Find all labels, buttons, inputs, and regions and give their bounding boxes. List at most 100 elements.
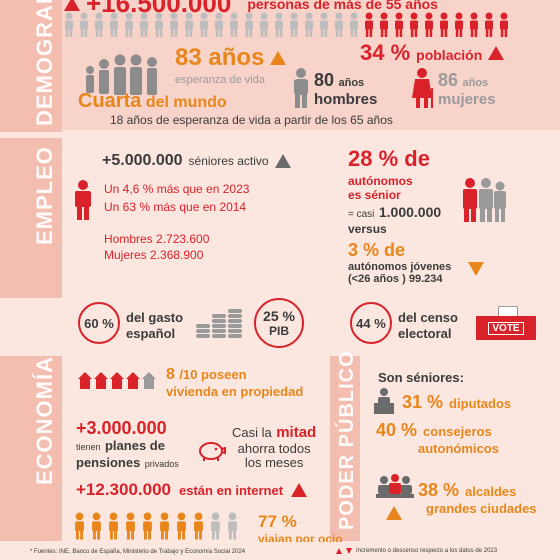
savings-line1-a: Casi la bbox=[232, 425, 272, 440]
seniors-count: +16.500.000 bbox=[86, 0, 232, 18]
pensions-count: +3.000.000 bbox=[76, 418, 167, 438]
person-pictogram-icon bbox=[365, 12, 373, 37]
savings-text: Casi la mitad ahorra todos los meses bbox=[232, 424, 316, 470]
women-years: 86 bbox=[438, 70, 459, 90]
footer-bar bbox=[0, 542, 560, 560]
spend-pct-circle: 60 % bbox=[78, 302, 120, 344]
footer-source: * Fuentes: INE, Banco de España, Ministe… bbox=[30, 549, 246, 555]
deputies-label: diputados bbox=[449, 396, 512, 411]
councils-line2: autonómicos bbox=[418, 441, 499, 456]
savings-line1-b: mitad bbox=[276, 424, 317, 441]
decrease-triangle-icon bbox=[468, 262, 484, 276]
person-pictogram-icon bbox=[455, 12, 463, 37]
population-stat: 34 % población bbox=[360, 40, 505, 66]
life-expectancy-footer: 18 años de esperanza de vida a partir de… bbox=[110, 113, 393, 127]
person-pictogram-icon bbox=[110, 12, 118, 37]
pensions-line1-big: planes de bbox=[104, 438, 165, 453]
increase-2014: Un 63 % más que en 2014 bbox=[104, 200, 247, 214]
women-stat: 86 años mujeres bbox=[438, 70, 496, 108]
person-pictogram-icon bbox=[215, 12, 223, 37]
person-pictogram-icon bbox=[320, 12, 328, 37]
gdp-pct: 25 % bbox=[263, 308, 295, 324]
house-icon bbox=[142, 372, 156, 389]
person-pictogram-icon bbox=[305, 12, 313, 37]
world-rank: Cuarta del mundo bbox=[78, 90, 227, 113]
coins-icon bbox=[196, 309, 242, 338]
person-pictogram-icon bbox=[245, 12, 253, 37]
person-pictogram-icon bbox=[410, 12, 418, 37]
pensions-line2-small: privados bbox=[144, 458, 179, 469]
person-pictogram-icon bbox=[211, 512, 220, 540]
travel-stat: 77 % viajan por ocio bbox=[258, 512, 343, 546]
deputies-stat: 31 % diputados bbox=[402, 392, 511, 413]
seniors-headline: +16.500.000 personas de más de 55 años bbox=[64, 0, 438, 19]
person-pictogram-icon bbox=[485, 12, 493, 37]
employment-side-strip bbox=[0, 138, 62, 298]
person-pictogram-icon bbox=[275, 12, 283, 37]
section-label-employment: EMPLEO bbox=[32, 146, 57, 245]
section-label-demography: DEMOGRAFÍA bbox=[32, 0, 57, 126]
person-pictogram-icon bbox=[177, 512, 186, 540]
men-unit: años bbox=[338, 77, 365, 89]
population-label: población bbox=[416, 47, 483, 63]
person-pictogram-icon bbox=[80, 12, 88, 37]
mayors-group-icon bbox=[376, 474, 414, 498]
footer-legend: Incremento o descenso respecto a los dat… bbox=[336, 548, 497, 554]
piggy-bank-icon bbox=[199, 442, 226, 461]
approx-value: 1.000.000 bbox=[378, 204, 442, 220]
houses-icon bbox=[78, 372, 156, 389]
person-pictogram-icon bbox=[335, 12, 343, 37]
public-power-intro: Son séniores: bbox=[378, 370, 464, 385]
women-unit: años bbox=[462, 77, 489, 89]
person-pictogram-icon bbox=[470, 12, 478, 37]
house-icon bbox=[110, 372, 124, 389]
person-pictogram-icon bbox=[425, 12, 433, 37]
women-employed: Mujeres 2.368.900 bbox=[104, 248, 204, 262]
woman-with-cane-icon bbox=[412, 68, 433, 108]
world-rank-value: Cuarta bbox=[78, 90, 142, 112]
person-pictogram-icon bbox=[440, 12, 448, 37]
travel-pct: 77 % bbox=[258, 512, 297, 531]
young-pct: 3 % de bbox=[348, 240, 406, 260]
public-power-side-strip bbox=[330, 356, 360, 541]
increase-triangle-icon bbox=[270, 51, 287, 65]
men-years: 80 bbox=[314, 70, 335, 90]
person-pictogram-icon bbox=[109, 512, 118, 540]
person-pictogram-icon bbox=[160, 512, 169, 540]
worker-icon bbox=[75, 180, 91, 220]
approx-label: = casi bbox=[348, 209, 375, 220]
person-pictogram-icon bbox=[200, 12, 208, 37]
self-employed-line2: es sénior bbox=[348, 188, 401, 202]
active-count: +5.000.000 bbox=[102, 152, 183, 169]
housing-label: vivienda en propiedad bbox=[166, 384, 304, 399]
life-expectancy-label: esperanza de vida bbox=[175, 74, 265, 86]
seniors-label: personas de más de 55 años bbox=[247, 0, 438, 12]
economy-side-strip bbox=[0, 356, 62, 541]
house-icon bbox=[78, 372, 92, 389]
councils-line1: consejeros bbox=[423, 424, 492, 439]
person-pictogram-icon bbox=[155, 12, 163, 37]
person-pictogram-icon bbox=[75, 512, 84, 540]
housing-ratio-suffix: /10 poseen bbox=[179, 367, 247, 382]
vote-label: VOTE bbox=[488, 321, 524, 335]
person-pictogram-icon bbox=[380, 12, 388, 37]
person-pictogram-icon bbox=[95, 12, 103, 37]
internet-count: +12.300.000 bbox=[76, 480, 172, 499]
business-people-icon bbox=[463, 178, 506, 222]
census-pct-circle: 44 % bbox=[350, 302, 392, 344]
travelers-icon bbox=[75, 512, 237, 540]
councils-pct: 40 % bbox=[376, 420, 418, 440]
person-pictogram-icon bbox=[500, 12, 508, 37]
people-row-icon bbox=[65, 12, 508, 37]
pensions-line1-small: tienen bbox=[76, 442, 101, 452]
active-seniors: +5.000.000 séniores activo bbox=[102, 152, 291, 170]
house-icon bbox=[94, 372, 108, 389]
person-pictogram-icon bbox=[290, 12, 298, 37]
census-line2: electoral bbox=[398, 326, 452, 341]
speaker-podium-icon bbox=[374, 388, 394, 414]
ballot-box-icon: VOTE bbox=[476, 306, 536, 340]
deputies-pct: 31 % bbox=[402, 392, 444, 412]
self-employed-line1: autónomos bbox=[348, 174, 413, 188]
increase-triangle-icon bbox=[274, 154, 291, 168]
life-expectancy: 83 años esperanza de vida bbox=[175, 44, 287, 86]
